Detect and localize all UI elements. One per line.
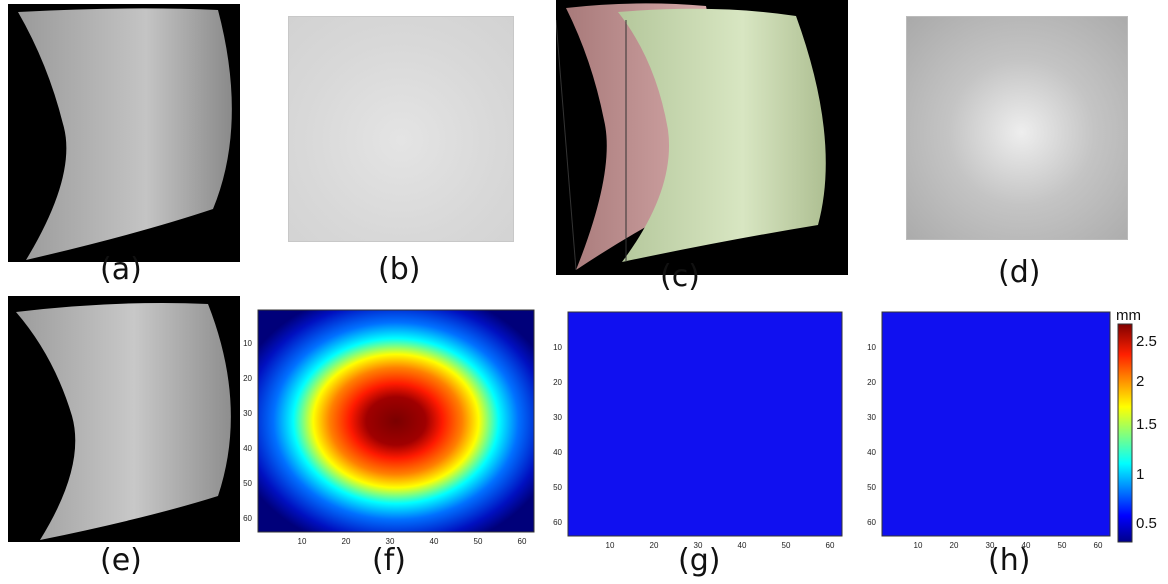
heatmap-g-x-ticks: 10 20 30 40 50 60 <box>606 541 835 550</box>
heatmap-g-y-ticks: 10 20 30 40 50 60 <box>553 343 562 527</box>
caption-a: (a) <box>100 252 142 287</box>
overlay-render-c <box>556 0 848 275</box>
colorbar <box>1117 323 1133 543</box>
g-xtick-50: 50 <box>782 541 791 550</box>
caption-b: (b) <box>378 252 421 287</box>
heatmap-g-svg: 10 20 30 40 50 60 10 20 30 40 50 60 <box>553 311 843 550</box>
g-ytick-40: 40 <box>553 448 562 457</box>
cb-tick-0-5: 0.5 <box>1136 515 1157 532</box>
heatmap-h-svg: 10 20 30 40 50 60 10 20 30 40 50 60 mm 2… <box>867 307 1157 550</box>
cb-tick-1: 1 <box>1136 466 1144 483</box>
flat-render-b <box>288 16 514 242</box>
f-ytick-20: 20 <box>243 374 252 383</box>
caption-e: (e) <box>100 543 142 578</box>
g-xtick-10: 10 <box>606 541 615 550</box>
heatmap-f: 10 20 30 40 50 60 10 20 30 40 50 60 <box>234 300 538 550</box>
h-ytick-20: 20 <box>867 378 876 387</box>
g-xtick-30: 30 <box>694 541 703 550</box>
h-xtick-60: 60 <box>1094 541 1103 550</box>
h-ytick-50: 50 <box>867 483 876 492</box>
heatmap-h: 10 20 30 40 50 60 10 20 30 40 50 60 mm 2… <box>852 300 1168 552</box>
overlay-c-svg <box>556 3 826 271</box>
g-xtick-20: 20 <box>650 541 659 550</box>
f-xtick-40: 40 <box>430 537 439 546</box>
cb-tick-2-5: 2.5 <box>1136 333 1157 350</box>
heatmap-h-y-ticks: 10 20 30 40 50 60 <box>867 343 876 527</box>
h-ytick-30: 30 <box>867 413 876 422</box>
h-xtick-20: 20 <box>950 541 959 550</box>
heatmap-f-plot-area <box>257 309 535 533</box>
g-ytick-50: 50 <box>553 483 562 492</box>
g-xtick-60: 60 <box>826 541 835 550</box>
f-xtick-10: 10 <box>298 537 307 546</box>
h-xtick-30: 30 <box>986 541 995 550</box>
h-ytick-40: 40 <box>867 448 876 457</box>
heatmap-h-plot-area <box>881 311 1111 537</box>
g-ytick-10: 10 <box>553 343 562 352</box>
surface-a-shape <box>18 8 232 261</box>
h-ytick-60: 60 <box>867 518 876 527</box>
caption-d: (d) <box>998 255 1041 290</box>
caption-g: (g) <box>678 543 721 578</box>
colorbar-ticks: 2.5 2 1.5 1 0.5 <box>1136 333 1157 532</box>
colorbar-unit: mm <box>1116 307 1141 324</box>
heatmap-g: 10 20 30 40 50 60 10 20 30 40 50 60 <box>546 306 846 552</box>
heatmap-f-svg: 10 20 30 40 50 60 10 20 30 40 50 60 <box>243 309 535 546</box>
f-xtick-60: 60 <box>518 537 527 546</box>
f-xtick-30: 30 <box>386 537 395 546</box>
surface-e-shape <box>16 303 231 540</box>
f-ytick-40: 40 <box>243 444 252 453</box>
surface-a-svg <box>18 8 232 261</box>
f-ytick-30: 30 <box>243 409 252 418</box>
g-xtick-40: 40 <box>738 541 747 550</box>
h-xtick-10: 10 <box>914 541 923 550</box>
cb-tick-1-5: 1.5 <box>1136 416 1157 433</box>
g-ytick-30: 30 <box>553 413 562 422</box>
f-ytick-60: 60 <box>243 514 252 523</box>
heatmap-h-x-ticks: 10 20 30 40 50 60 <box>914 541 1103 550</box>
heatmap-f-x-ticks: 10 20 30 40 50 60 <box>298 537 527 546</box>
f-ytick-10: 10 <box>243 339 252 348</box>
caption-h: (h) <box>988 543 1031 578</box>
h-xtick-50: 50 <box>1058 541 1067 550</box>
heatmap-f-y-ticks: 10 20 30 40 50 60 <box>243 339 252 523</box>
surface-render-e <box>8 296 240 542</box>
f-xtick-20: 20 <box>342 537 351 546</box>
g-ytick-60: 60 <box>553 518 562 527</box>
heatmap-g-plot-area <box>567 311 843 537</box>
f-ytick-50: 50 <box>243 479 252 488</box>
h-ytick-10: 10 <box>867 343 876 352</box>
surface-render-a <box>8 4 240 262</box>
caption-f: (f) <box>372 543 406 578</box>
caption-c: (c) <box>660 259 700 294</box>
flat-render-d <box>906 16 1128 240</box>
surface-e-svg <box>16 303 231 540</box>
h-xtick-40: 40 <box>1022 541 1031 550</box>
f-xtick-50: 50 <box>474 537 483 546</box>
g-ytick-20: 20 <box>553 378 562 387</box>
surface-c-green <box>618 8 826 262</box>
cb-tick-2: 2 <box>1136 373 1144 390</box>
